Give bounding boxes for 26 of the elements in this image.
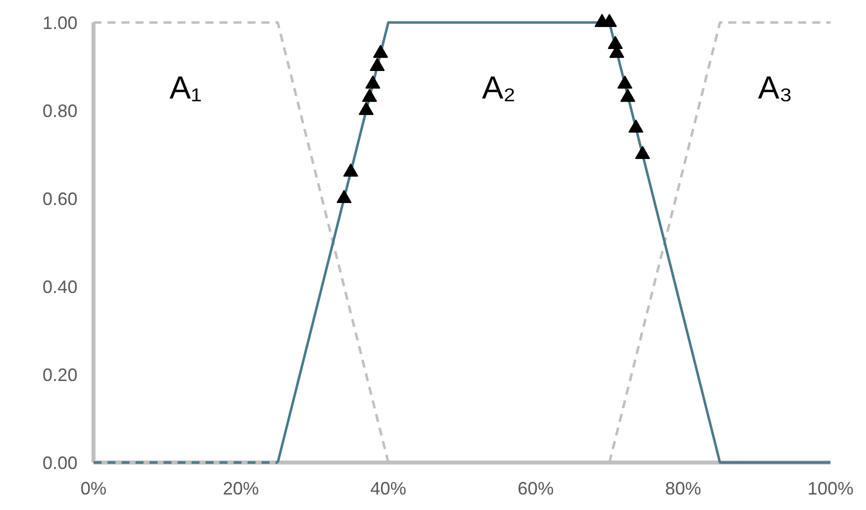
point [336,190,352,204]
series-label: A₂ [482,70,516,106]
x-tick-label: 0% [80,478,107,498]
point [628,120,644,133]
x-tick-label: 40% [370,478,406,498]
point [362,88,378,102]
point [373,44,388,58]
series-label: A₁ [170,70,202,106]
y-tick-label: 0.20 [42,365,78,385]
y-tick-label: 1.00 [42,13,78,33]
point [617,76,632,89]
x-tick-label: 60% [518,478,554,498]
y-tick-label: 0.60 [42,189,78,209]
y-tick-label: 0.00 [42,453,78,473]
point [365,76,380,89]
series-label: A₃ [758,70,792,106]
x-tick-label: 20% [222,478,259,498]
y-tick-label: 0.40 [42,277,78,297]
x-tick-label: 100% [807,478,854,498]
x-tick-label: 80% [665,478,702,498]
point [343,164,358,177]
point [620,88,636,102]
point [370,58,385,72]
y-tick-label: 0.80 [42,101,78,121]
point [635,146,650,160]
point [358,102,374,116]
